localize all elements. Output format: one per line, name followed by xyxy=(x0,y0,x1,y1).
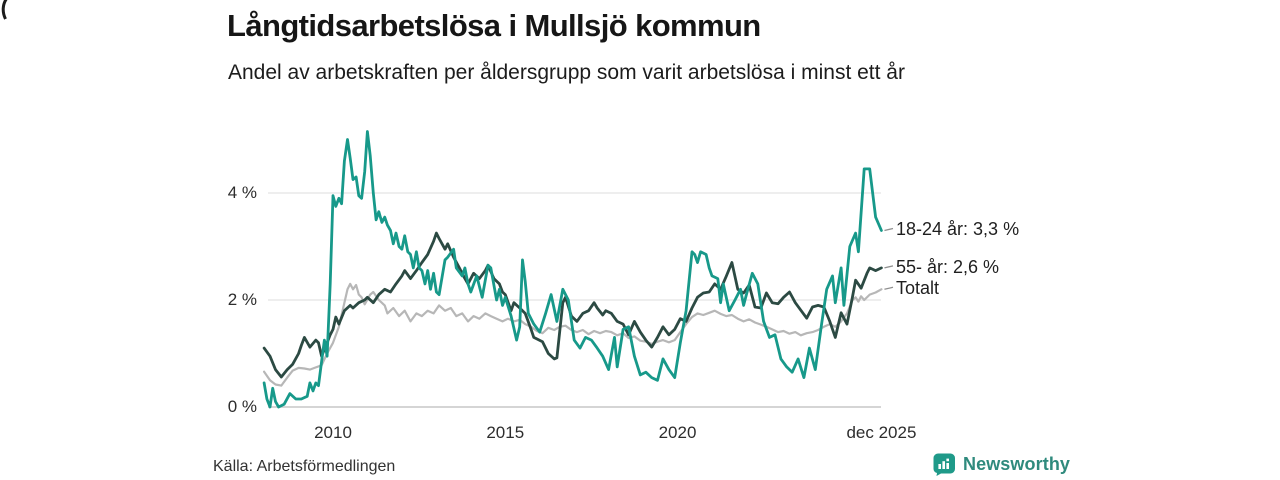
x-tick-2020: 2020 xyxy=(658,423,697,442)
x-tick-dec-2025: dec 2025 xyxy=(846,423,917,442)
series-line-18-24 xyxy=(262,130,883,409)
y-tick-2: 2 % xyxy=(227,290,257,309)
bar-chart-speech-bubble-icon xyxy=(933,453,955,476)
label-connector-18-24 xyxy=(884,227,894,232)
corner-artifact xyxy=(1,0,8,20)
x-tick-2010: 2010 xyxy=(314,423,352,442)
series-label-totalt: Totalt xyxy=(896,278,940,299)
label-connector-55plus xyxy=(884,265,894,269)
series-label-18-24: 18-24 år: 3,3 % xyxy=(896,219,1020,240)
page-title: Långtidsarbetslösa i Mullsjö kommun xyxy=(227,8,761,43)
x-tick-2015: 2015 xyxy=(486,423,525,442)
newsworthy-logo[interactable]: Newsworthy xyxy=(933,452,1070,476)
series-line-55plus xyxy=(262,231,883,379)
source-note: Källa: Arbetsförmedlingen xyxy=(213,458,396,475)
series-line-totalt xyxy=(263,282,883,387)
y-tick-4: 4 % xyxy=(227,183,257,202)
label-connector-totalt xyxy=(884,286,894,290)
series-label-55plus: 55- år: 2,6 % xyxy=(896,256,1000,277)
chart-subtitle: Andel av arbetskraften per åldersgrupp s… xyxy=(228,61,905,84)
y-tick-0: 0 % xyxy=(227,397,257,416)
newsworthy-wordmark: Newsworthy xyxy=(963,453,1071,474)
